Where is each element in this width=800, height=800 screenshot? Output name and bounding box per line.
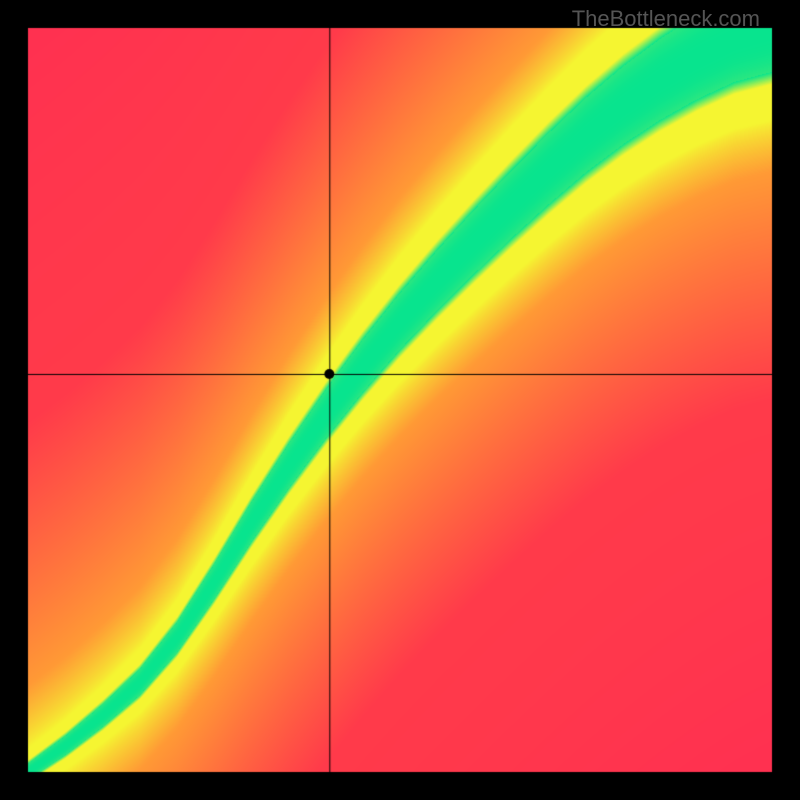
chart-container: TheBottleneck.com [0, 0, 800, 800]
watermark-text: TheBottleneck.com [572, 6, 760, 32]
bottleneck-heatmap [0, 0, 800, 800]
